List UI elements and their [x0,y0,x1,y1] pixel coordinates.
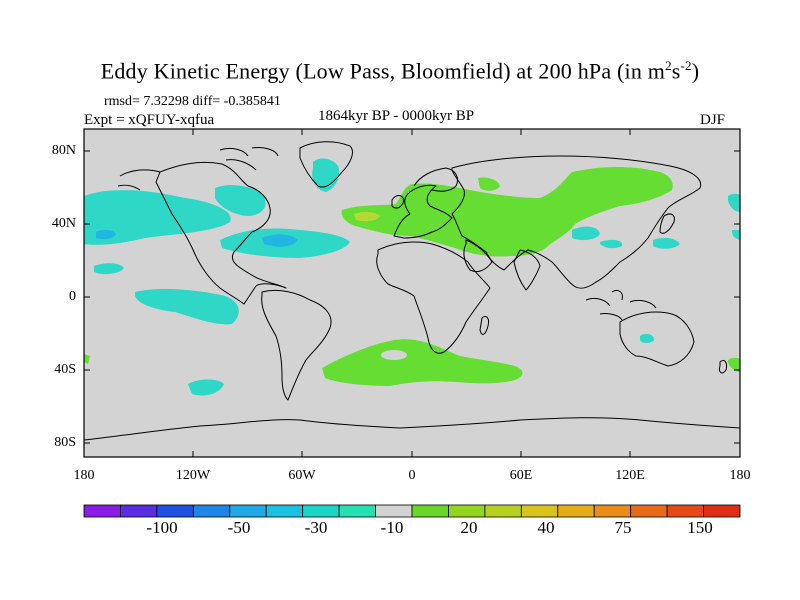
colorbar-swatch [630,504,668,518]
title-sup1: 2 [665,58,672,73]
experiment-label: Expt = xQFUY-xqfua [84,112,215,128]
lon-label-120w: 120W [175,468,211,483]
southern-ocean-positive-region [322,339,523,386]
new-zealand-coastline [719,359,727,374]
southeast-asia-islands-coastline [585,289,657,321]
coastlines [84,141,740,441]
asia-positive-region [478,177,500,191]
colorbar-label: -10 [380,518,404,537]
north-america-coastline [155,161,287,305]
lon-label-120e: 120E [615,468,645,483]
scandinavia-coastline [413,167,459,192]
lat-label-40n: 40N [51,216,76,231]
europe-light-region [354,211,380,222]
negative-anomaly-regions [84,158,740,396]
colorbar-label: 40 [537,518,555,537]
colorbar-swatch [120,504,158,518]
madagascar-coastline [479,315,489,335]
subtropical-pacific-negative-region [94,263,124,275]
east-edge-negative-region [728,193,740,212]
greenland-coastline [299,141,353,188]
positive-anomaly-regions [84,166,740,386]
lon-label-60e: 60E [509,468,533,483]
colorbar-swatch [302,504,340,518]
negative-anomaly-dark-regions [96,229,298,247]
lat-label-40s: 40S [54,362,76,377]
british-isles-coastline [391,195,405,209]
colorbar-swatch [192,504,231,518]
colorbar-swatch [411,504,449,518]
japan-negative-region [653,237,680,249]
colorbar-swatch [229,504,267,518]
lon-label-0: 0 [408,468,416,483]
east-edge-negative-region-2 [732,230,740,240]
positive-anomaly-light-regions [354,211,380,222]
antarctica-coastline [84,417,740,441]
north-america-negative-region [215,185,266,216]
title-end: ) [691,58,700,84]
central-pacific-negative-region [600,239,623,249]
japan-coastline [659,213,675,234]
colorbar-label: -100 [146,518,178,537]
south-america-coastline [261,289,332,401]
asia-coastline [451,155,702,289]
colorbar-label: -50 [227,518,251,537]
title-main: Eddy Kinetic Energy (Low Pass, Bloomfiel… [100,58,666,84]
colorbar-label: -30 [304,518,328,537]
title-sup2: -2 [680,58,692,73]
colorbar-swatch [375,504,413,518]
colorbar-swatch [83,504,121,518]
west-edge-positive-region [84,354,90,364]
greenland-negative-region [312,158,340,192]
colorbar-swatch [156,504,194,518]
south-pacific-negative-region [188,379,224,396]
colorbar-swatch [338,504,376,518]
north-pacific-negative-region [84,190,231,245]
colorbar-label: 20 [460,518,478,537]
india-coastline [513,249,541,291]
colorbar-swatch [265,504,304,518]
stats-text: rmsd= 7.32298 diff= -0.385841 [104,94,281,109]
chart-title: Eddy Kinetic Energy (Low Pass, Bloomfiel… [0,58,800,84]
alaska-coastline [117,169,161,191]
lon-label-180w: 180 [73,468,95,483]
colorbar-swatch [703,504,741,518]
arabia-coastline [463,239,493,273]
canadian-archipelago-coastline [219,147,279,171]
australia-negative-region [640,333,654,343]
west-pacific-negative-region [572,226,600,241]
colorbar-swatch [520,504,559,518]
europe-coastline [393,184,453,239]
lat-label-80s: 80S [54,435,76,450]
colorbar-swatch [484,504,522,518]
south-pacific-positive-region [728,357,740,372]
axis-ticks [84,129,740,457]
season-label: DJF [700,112,726,128]
colorbar-swatch [593,504,632,518]
colorbar [83,504,741,518]
colorbar-swatch [666,504,704,518]
lon-label-60w: 60W [288,468,316,483]
east-pacific-negative-region [135,289,239,325]
lat-label-80n: 80N [51,143,76,158]
period-label: 1864kyr BP - 0000kyr BP [318,108,475,124]
north-pacific-dark-region [96,229,116,240]
north-atlantic-dark-region [262,234,298,247]
eurasia-positive-region [341,166,673,257]
australia-coastline [619,311,695,367]
colorbar-swatch [448,504,486,518]
africa-coastline [376,241,491,354]
title-mid: s [671,58,681,84]
colorbar-label: 75 [614,518,632,537]
colorbar-swatch [557,504,595,518]
southern-ocean-hole [381,350,407,360]
colorbar-label: 150 [687,518,713,537]
lon-label-180e: 180 [729,468,751,483]
lat-label-0: 0 [69,289,76,304]
